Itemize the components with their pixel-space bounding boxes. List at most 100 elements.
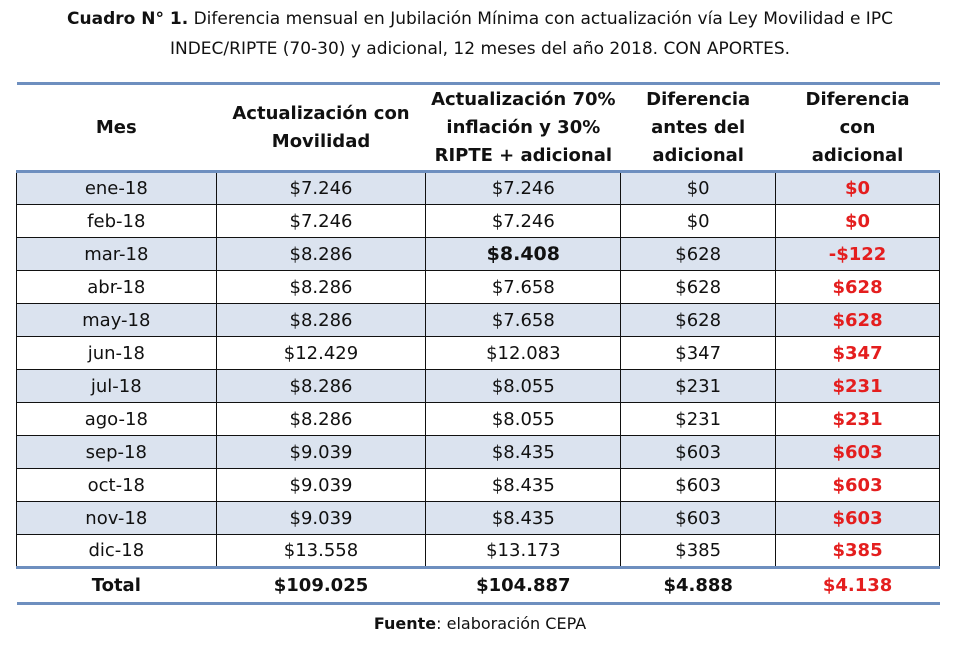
cell-diferencia-con: $385 [775, 534, 940, 568]
cell-movilidad: $8.286 [215, 303, 427, 337]
header-line: antes del [651, 116, 746, 138]
cell-movilidad: $9.039 [215, 468, 427, 502]
header-line: RIPTE + adicional [434, 144, 613, 166]
header-line: adicional [811, 144, 904, 166]
header-line: con [839, 116, 876, 138]
cell-mes: abr-18 [16, 270, 217, 304]
cell-diferencia-con: $628 [775, 303, 940, 337]
cell-movilidad: $8.286 [215, 237, 427, 271]
cell-inflacion-ripte: $7.246 [425, 171, 622, 205]
header-diferencia-con: Diferencia con adicional [776, 84, 940, 172]
header-line: Diferencia [805, 88, 910, 110]
header-line: Actualización 70% [431, 88, 616, 110]
cell-diferencia-con: $603 [775, 435, 940, 469]
header-line: Mes [95, 116, 137, 138]
table-row: nov-18 $9.039 $8.435 $603 $603 [16, 501, 940, 535]
cell-movilidad: $7.246 [215, 204, 427, 238]
header-line: Movilidad [271, 130, 371, 152]
cell-inflacion-ripte: $8.435 [425, 468, 622, 502]
caption-line-2: INDEC/RIPTE (70-30) y adicional, 12 mese… [169, 39, 791, 59]
cell-movilidad: $8.286 [215, 369, 427, 403]
caption-line-1: Diferencia mensual en Jubilación Mínima … [188, 9, 893, 29]
table-row: mar-18 $8.286 $8.408 $628 -$122 [16, 237, 940, 271]
table-caption: Cuadro N° 1. Diferencia mensual en Jubil… [0, 0, 960, 64]
cell-diferencia-antes: $385 [620, 534, 777, 568]
cell-diferencia-antes: $603 [620, 435, 777, 469]
cell-mes: ago-18 [16, 402, 217, 436]
header-line: inflación y 30% [446, 116, 601, 138]
table-row: ene-18 $7.246 $7.246 $0 $0 [16, 171, 940, 205]
cell-inflacion-ripte: $7.658 [425, 270, 622, 304]
table-row: jul-18 $8.286 $8.055 $231 $231 [16, 369, 940, 403]
cell-mes: sep-18 [16, 435, 217, 469]
cell-mes: jul-18 [16, 369, 217, 403]
cell-movilidad: $13.558 [215, 534, 427, 568]
cell-inflacion-ripte: $7.246 [425, 204, 622, 238]
cell-inflacion-ripte: $8.055 [425, 369, 622, 403]
cell-mes: oct-18 [16, 468, 217, 502]
cell-movilidad: $9.039 [215, 501, 427, 535]
cell-movilidad: $8.286 [215, 270, 427, 304]
cell-diferencia-con: $628 [775, 270, 940, 304]
cell-movilidad: $7.246 [215, 171, 427, 205]
cell-mes: ene-18 [16, 171, 217, 205]
cell-mes: nov-18 [16, 501, 217, 535]
header-inflacion-ripte: Actualización 70% inflación y 30% RIPTE + … [426, 84, 621, 172]
source-label: Fuente [373, 614, 437, 633]
total-inflacion-ripte: $104.887 [476, 575, 571, 596]
header-row: Mes Actualización con Movilidad Actualizaci… [16, 83, 940, 172]
cell-diferencia-antes: $0 [620, 204, 777, 238]
cell-inflacion-ripte: $8.435 [425, 501, 622, 535]
header-line: adicional [652, 144, 744, 166]
table-row: dic-18 $13.558 $13.173 $385 $385 [16, 534, 940, 568]
cell-inflacion-ripte: $13.173 [425, 534, 622, 568]
cell-inflacion-ripte: $8.055 [425, 402, 622, 436]
cell-mes: dic-18 [16, 534, 217, 568]
caption-label: Cuadro N° 1. [67, 9, 189, 29]
cell-inflacion-ripte: $7.658 [425, 303, 622, 337]
cell-diferencia-con: $0 [775, 204, 940, 238]
pension-table: Mes Actualización con Movilidad Actualizaci… [16, 82, 940, 605]
table-row: oct-18 $9.039 $8.435 $603 $603 [16, 468, 940, 502]
header-line: Actualización con [232, 102, 410, 124]
total-row: Total $109.025 $104.887 $4.888 $4.138 [16, 567, 940, 604]
header-diferencia-antes: Diferencia antes del adicional [621, 84, 776, 172]
cell-diferencia-antes: $231 [620, 402, 777, 436]
cell-mes: mar-18 [16, 237, 217, 271]
cell-inflacion-ripte: $8.435 [425, 435, 622, 469]
cell-diferencia-con: $603 [775, 468, 940, 502]
cell-inflacion-ripte: $12.083 [425, 336, 622, 370]
cell-mes: jun-18 [16, 336, 217, 370]
cell-diferencia-antes: $628 [620, 303, 777, 337]
source-text: : elaboración CEPA [436, 614, 587, 633]
cell-diferencia-con: $603 [775, 501, 940, 535]
table-row: sep-18 $9.039 $8.435 $603 $603 [16, 435, 940, 469]
cell-diferencia-antes: $628 [620, 270, 777, 304]
cell-diferencia-con: -$122 [775, 237, 940, 271]
cell-movilidad: $9.039 [215, 435, 427, 469]
cell-movilidad: $12.429 [215, 336, 427, 370]
cell-diferencia-antes: $0 [620, 171, 777, 205]
cell-diferencia-con: $231 [775, 369, 940, 403]
source-note: Fuente: elaboración CEPA [0, 614, 960, 633]
cell-diferencia-antes: $231 [620, 369, 777, 403]
cell-diferencia-con: $347 [775, 336, 940, 370]
total-mes: Total [91, 575, 141, 596]
cell-diferencia-antes: $628 [620, 237, 777, 271]
table-row: may-18 $8.286 $7.658 $628 $628 [16, 303, 940, 337]
cell-diferencia-antes: $603 [620, 468, 777, 502]
header-movilidad: Actualización con Movilidad [216, 84, 426, 172]
total-diferencia-antes: $4.888 [663, 575, 733, 596]
total-movilidad: $109.025 [273, 575, 369, 596]
cell-diferencia-antes: $347 [620, 336, 777, 370]
cell-inflacion-ripte: $8.408 [425, 237, 622, 271]
total-diferencia-con: $4.138 [822, 575, 893, 596]
table-row: ago-18 $8.286 $8.055 $231 $231 [16, 402, 940, 436]
table-body: ene-18 $7.246 $7.246 $0 $0 feb-18 $7.246 $7.246… [16, 171, 940, 568]
cell-mes: may-18 [16, 303, 217, 337]
pension-table-container: Mes Actualización con Movilidad Actualizaci… [16, 82, 940, 605]
table-row: jun-18 $12.429 $12.083 $347 $347 [16, 336, 940, 370]
cell-diferencia-con: $0 [775, 171, 940, 205]
cell-diferencia-con: $231 [775, 402, 940, 436]
cell-diferencia-antes: $603 [620, 501, 777, 535]
